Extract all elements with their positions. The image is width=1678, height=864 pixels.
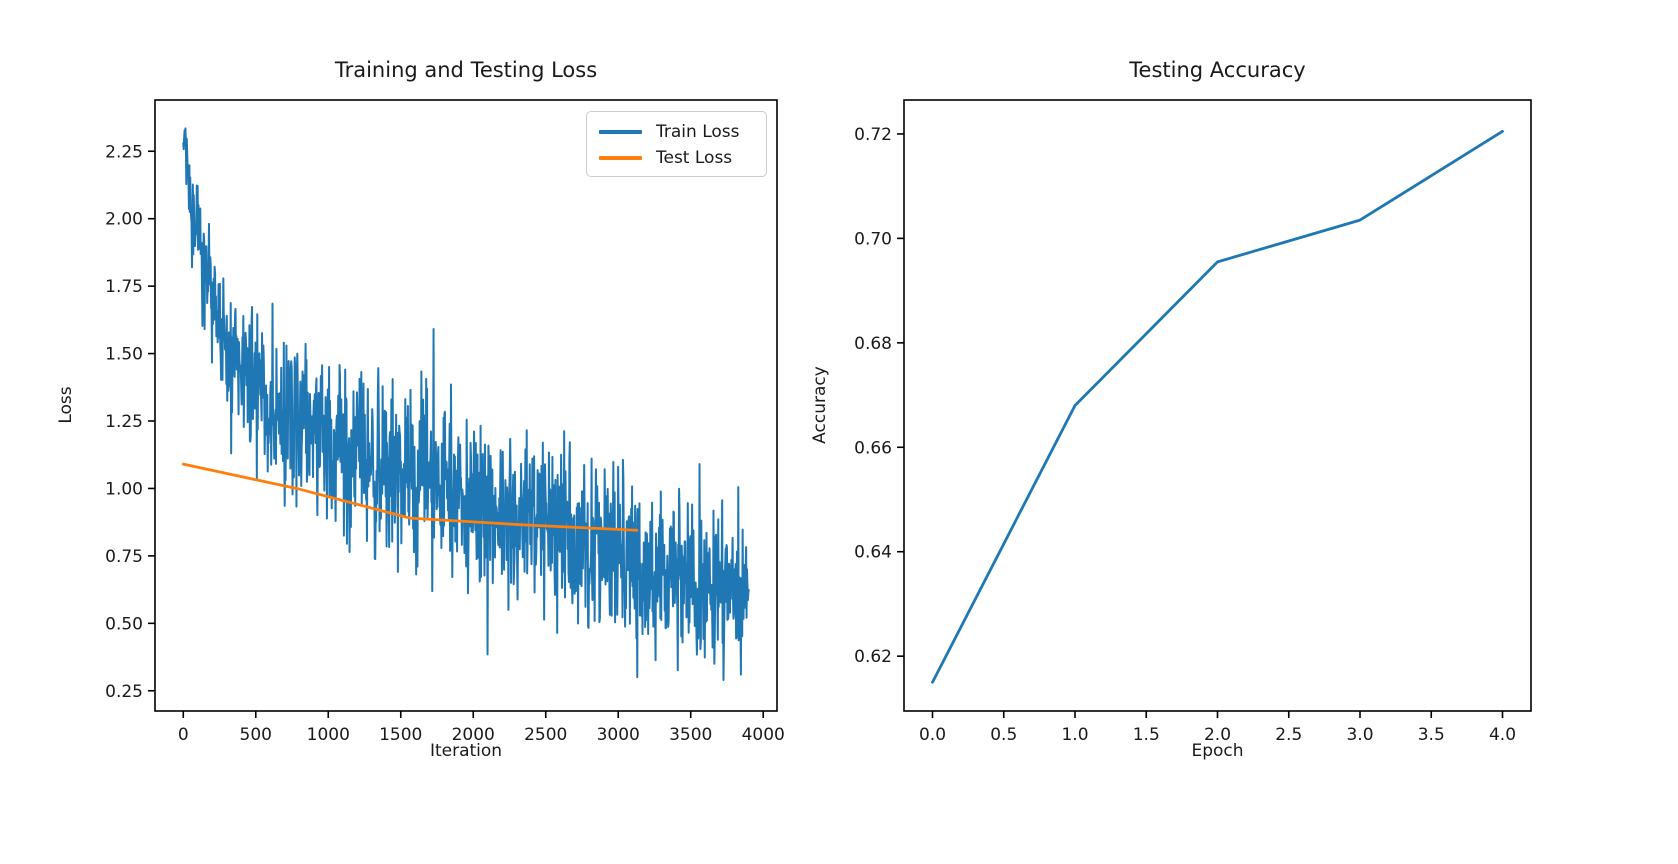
training-and-testing-loss-plot: 0 500 1000 1500 2000 2500 3000 3500 4000 0.25 0.50… xyxy=(105,99,785,745)
legend: Train Loss Test Loss xyxy=(586,111,767,177)
y-tick-label: 1.25 xyxy=(105,412,143,432)
y-tick-label: 0.70 xyxy=(854,229,892,249)
x-tick-label: 1000 xyxy=(307,725,350,745)
loss-chart-xlabel: Iteration xyxy=(429,741,503,761)
axes-spines xyxy=(903,99,1532,712)
legend-entry-test-loss: Test Loss xyxy=(599,145,754,171)
y-tick-label: 2.25 xyxy=(105,142,143,162)
x-tick-label: 1.0 xyxy=(1061,725,1088,745)
test-loss-legend-label: Test Loss xyxy=(656,148,733,168)
x-tick-label: 2000 xyxy=(452,725,495,745)
train-loss-line-sample xyxy=(599,130,642,134)
y-tick-label: 2.00 xyxy=(105,210,143,230)
y-tick-label: 0.62 xyxy=(854,647,892,667)
loss-chart-title: Training and Testing Loss xyxy=(334,58,598,82)
x-tick-label: 4.0 xyxy=(1489,725,1516,745)
y-tick-label: 0.75 xyxy=(105,547,143,567)
x-tick-label: 500 xyxy=(240,725,272,745)
x-tick-label: 1.5 xyxy=(1133,725,1160,745)
loss-chart-ylabel: Loss xyxy=(56,386,76,424)
train-loss-legend-label: Train Loss xyxy=(656,122,740,142)
y-tick-label: 0.68 xyxy=(854,334,892,354)
test-loss-line-sample xyxy=(599,156,642,160)
testing-accuracy-plot: 0.0 0.5 1.0 1.5 2.0 2.5 3.0 3.5 4.0 0.62 0.64 0.66 0… xyxy=(854,99,1532,745)
test-loss-line xyxy=(181,462,639,532)
x-tick-label: 0.0 xyxy=(919,725,946,745)
x-tick-label: 3500 xyxy=(669,725,712,745)
y-tick-label: 1.00 xyxy=(105,479,143,499)
x-tick-label: 2.0 xyxy=(1204,725,1231,745)
y-tick-label: 0.66 xyxy=(854,438,892,458)
x-tick-label: 0.5 xyxy=(990,725,1017,745)
y-tick-label: 0.25 xyxy=(105,682,143,702)
x-tick-label: 3000 xyxy=(597,725,640,745)
test-accuracy-line xyxy=(931,129,1504,684)
legend-entry-train-loss: Train Loss xyxy=(599,119,754,145)
x-tick-label: 2500 xyxy=(524,725,567,745)
accuracy-chart-xlabel: Epoch xyxy=(1191,741,1244,761)
y-tick-label: 0.72 xyxy=(854,125,892,145)
accuracy-chart-title: Testing Accuracy xyxy=(1129,58,1306,82)
y-tick-label: 0.64 xyxy=(854,543,892,563)
y-tick-label: 0.50 xyxy=(105,614,143,634)
y-tick-label: 1.50 xyxy=(105,345,143,365)
x-tick-label: 3.0 xyxy=(1346,725,1373,745)
accuracy-chart-ylabel: Accuracy xyxy=(810,366,830,444)
x-tick-label: 0 xyxy=(178,725,189,745)
y-tick-label: 1.75 xyxy=(105,277,143,297)
x-tick-label: 3.5 xyxy=(1418,725,1445,745)
x-tick-label: 4000 xyxy=(742,725,785,745)
x-tick-label: 1500 xyxy=(379,725,422,745)
train-loss-line xyxy=(182,127,750,681)
axes-spines xyxy=(154,99,778,712)
x-tick-label: 2.5 xyxy=(1275,725,1302,745)
